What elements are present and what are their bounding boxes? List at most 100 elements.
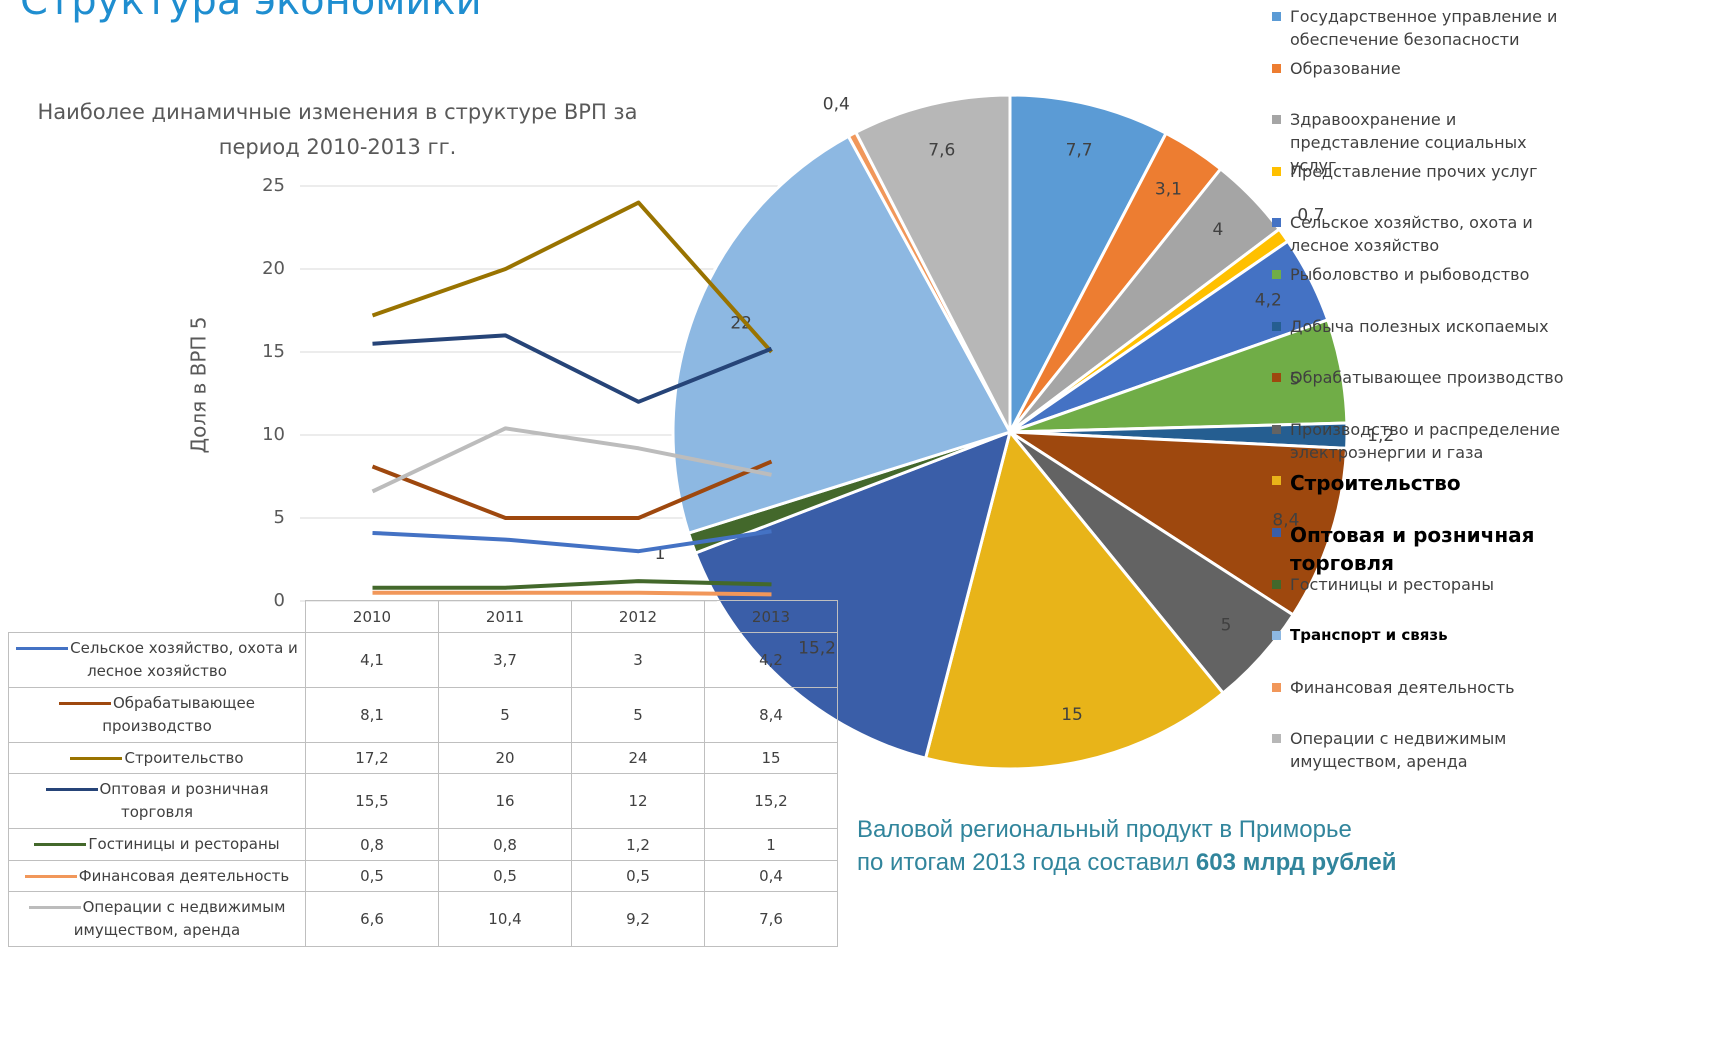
summary-line: по итогам 2013 года составил 603 млрд ру…: [857, 846, 1397, 879]
legend-swatch: [28, 906, 81, 909]
legend-marker: [1272, 682, 1281, 692]
table-value: 15: [704, 742, 838, 774]
table-row: Обрабатывающее производство 8,1 5 5 8,4: [8, 687, 838, 743]
legend-swatch: [16, 647, 69, 650]
y-tick-label: 15: [262, 341, 285, 362]
legend-label: Финансовая деятельность: [78, 866, 290, 885]
legend-marker: [1272, 528, 1281, 537]
legend-swatch: [58, 702, 111, 705]
pie-value-label: 4: [1213, 220, 1224, 240]
legend-label: Операции с недвижимым имуществом, аренда: [73, 898, 286, 939]
summary: Валовой региональный продукт в Приморье …: [857, 813, 1397, 879]
pie-value-label: 7,7: [1066, 141, 1093, 161]
legend-item: Строительство: [1270, 469, 1570, 497]
legend-item: Добыча полезных ископаемых: [1270, 315, 1570, 338]
legend-marker: [1272, 218, 1281, 228]
table-value: 5: [438, 687, 572, 743]
legend-label: Гостиницы и рестораны: [88, 835, 280, 853]
table-value: 0,5: [438, 860, 572, 892]
legend-label: Гостиницы и рестораны: [1290, 574, 1494, 594]
x-tick-label: 2013: [704, 600, 838, 633]
pie-value-label: 4,2: [1255, 291, 1282, 311]
legend-label: Добыча полезных ископаемых: [1290, 316, 1549, 336]
table-value: 7,6: [704, 891, 838, 947]
legend-item: Представление прочих услуг: [1270, 160, 1570, 183]
legend-label: Производство и распределение электроэнер…: [1290, 419, 1560, 462]
data-table: 2010 2011 2012 2013 Сельское хозяйство, охот…: [8, 600, 838, 947]
table-value: 3,7: [438, 632, 572, 688]
pie-value-label: 7,6: [928, 140, 955, 160]
pie-value-label: 22: [730, 314, 752, 334]
table-series-cell: Операции с недвижимым имуществом, аренда: [8, 891, 306, 947]
legend-item: Образование: [1270, 57, 1570, 80]
pie-slice: [1008, 93, 1169, 433]
legend-item: Оптовая и розничная торговля: [1270, 521, 1570, 577]
table-row: Оптовая и розничная торговля 15,5 16 12 15,2: [8, 773, 838, 829]
legend-label: Образование: [1290, 58, 1401, 78]
table-value: 0,5: [571, 860, 705, 892]
legend-label: Обрабатывающее производство: [102, 694, 256, 735]
table-value: 24: [571, 742, 705, 774]
legend-marker: [1272, 321, 1281, 331]
legend-marker: [1272, 373, 1281, 383]
table-row: Гостиницы и рестораны 0,8 0,8 1,2 1: [8, 828, 838, 861]
table-value: 10,4: [438, 891, 572, 947]
table-row: Финансовая деятельность 0,5 0,5 0,5 0,4: [8, 860, 838, 892]
legend-item: Производство и распределение электроэнер…: [1270, 418, 1570, 464]
x-tick-label: 2012: [571, 600, 705, 633]
pie-value-label: 5: [1290, 369, 1301, 389]
table-row: Сельское хозяйство, охота и лесное хозяй…: [8, 632, 838, 688]
legend-marker: [1272, 63, 1281, 73]
table-value: 0,5: [305, 860, 439, 892]
legend-marker: [1272, 579, 1281, 589]
y-tick-label: 25: [262, 175, 285, 196]
pie-value-label: 1,2: [1367, 426, 1394, 446]
legend-label: Оптовая и розничная торговля: [99, 780, 269, 821]
table-value: 8,1: [305, 687, 439, 743]
summary-highlight: 603 млрд рублей: [1195, 849, 1397, 876]
legend-swatch: [70, 756, 123, 760]
legend-marker: [1272, 476, 1281, 486]
table-corner: [9, 601, 306, 633]
pie-value-label: 3,1: [1155, 179, 1182, 199]
legend-label: Строительство: [124, 748, 244, 767]
table-value: 3: [571, 632, 705, 688]
table-value: 5: [571, 687, 705, 743]
legend-label: Оптовая и розничная торговля: [1290, 523, 1535, 575]
legend-item: Здравоохранение и представление социальн…: [1270, 108, 1570, 177]
table-value: 0,4: [704, 860, 838, 892]
summary-text: по итогам 2013 года составил: [857, 849, 1190, 876]
table-series-cell: Сельское хозяйство, охота и лесное хозяй…: [8, 632, 306, 688]
y-tick-label: 10: [262, 424, 285, 445]
legend-marker: [1272, 12, 1281, 21]
pie-value-label: 0,4: [823, 95, 850, 115]
legend-swatch: [45, 788, 98, 791]
table-value: 20: [438, 742, 572, 774]
legend-swatch: [34, 843, 87, 846]
table-value: 0,8: [438, 828, 572, 861]
table-series-cell: Финансовая деятельность: [8, 860, 306, 892]
pie-slice: [1004, 430, 1349, 617]
legend-marker: [1272, 166, 1281, 176]
legend-item: Обрабатывающее производство: [1270, 366, 1570, 389]
table-value: 8,4: [704, 687, 838, 743]
y-tick-label: 5: [274, 507, 285, 528]
table-value: 0,8: [305, 828, 439, 861]
table-value: 4,1: [305, 632, 439, 688]
pie-slice: [853, 93, 1012, 433]
line-chart-title: Наиболее динамичные изменения в структур…: [37, 100, 638, 159]
y-axis-label: Доля в ВРП 5: [187, 316, 211, 453]
legend-label: Сельское хозяйство, охота и лесное хозяй…: [1290, 213, 1533, 256]
y-tick-label: 0: [274, 590, 285, 611]
legend-marker: [1272, 631, 1281, 641]
pie-value-label: 0,7: [1297, 206, 1324, 226]
legend-item: Сельское хозяйство, охота и лесное хозяй…: [1270, 211, 1570, 257]
table-value: 1,2: [571, 828, 705, 861]
y-tick-label: 20: [262, 258, 285, 279]
legend-item: Рыболовство и рыбоводство: [1270, 263, 1570, 286]
legend-label: Транспорт и связь: [1290, 626, 1448, 645]
table-value: 12: [571, 773, 705, 829]
table-header-row: 2010 2011 2012 2013: [9, 600, 838, 633]
pie-value-label: 5: [1221, 615, 1232, 635]
x-tick-label: 2010: [305, 600, 439, 633]
